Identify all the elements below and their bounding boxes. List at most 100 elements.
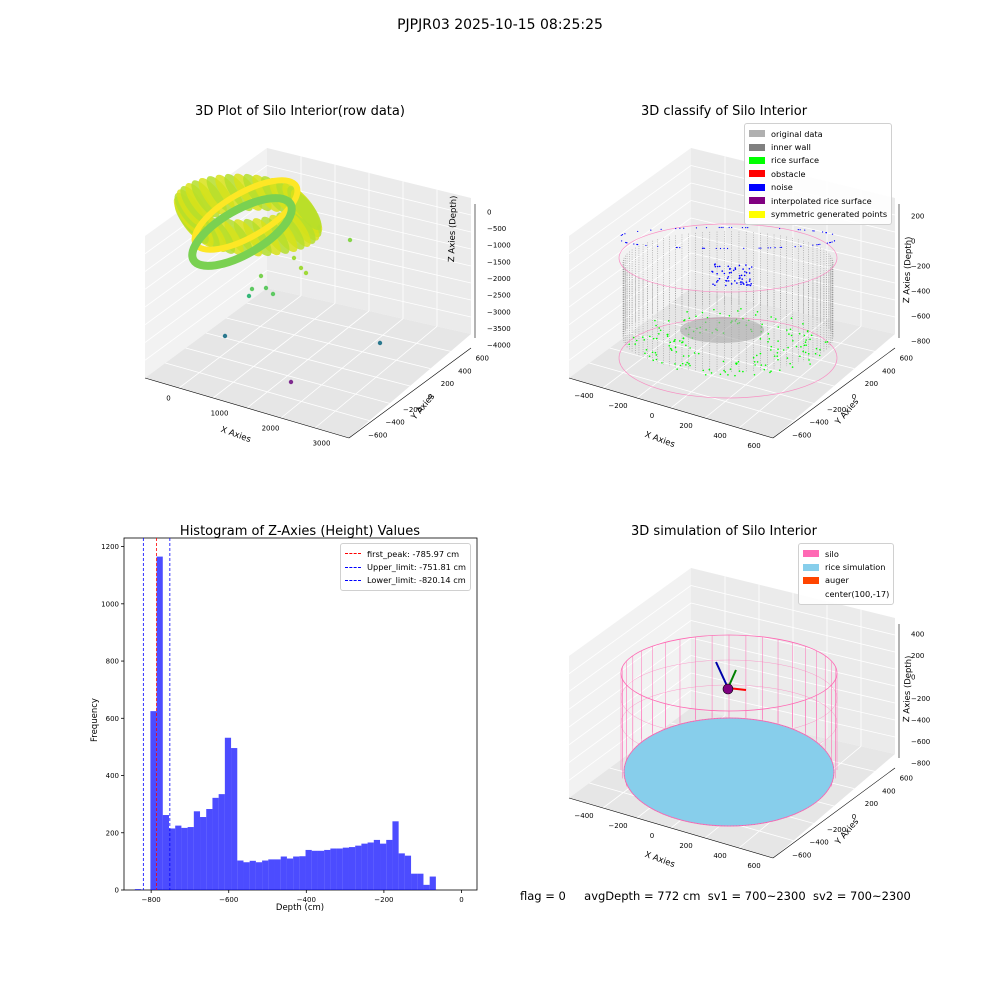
noise-point	[716, 273, 718, 275]
y-tick-label: −600	[792, 852, 811, 860]
outlier-point	[292, 256, 296, 260]
noise-point	[760, 247, 761, 248]
legend-line	[345, 553, 361, 554]
noise-point	[795, 246, 796, 247]
histogram-bar	[392, 821, 398, 890]
rice-surface-point	[792, 340, 794, 342]
legend-label: first_peak: -785.97 cm	[367, 549, 459, 559]
legend-item: original data	[749, 127, 887, 140]
legend-item: interpolated rice surface	[749, 194, 887, 207]
rice-surface-point	[808, 353, 810, 355]
rice-surface-point	[742, 371, 744, 373]
rice-surface-point	[753, 357, 755, 359]
rice-surface-point	[670, 348, 672, 350]
legend-swatch	[749, 184, 765, 191]
rice-surface-point	[769, 372, 771, 374]
rice-surface-point	[736, 362, 738, 364]
legend-line	[345, 567, 361, 568]
noise-point	[747, 227, 748, 228]
rice-surface-point	[761, 364, 763, 366]
rice-surface-point	[788, 333, 790, 335]
rice-surface-point	[815, 353, 817, 355]
rice-surface-point	[802, 323, 804, 325]
x-tick-label: −400	[574, 392, 593, 400]
rice-surface-point	[719, 313, 721, 315]
rice-surface-point	[770, 370, 772, 372]
legend-label: noise	[771, 182, 793, 192]
noise-point	[739, 275, 741, 277]
simulation-3d-axes: −400−20002004006006004002000−200−400−600…	[569, 568, 930, 870]
rice-surface-point	[683, 338, 685, 340]
rice-surface-point	[825, 341, 827, 343]
legend-label: interpolated rice surface	[771, 196, 872, 206]
outlier-point	[259, 274, 263, 278]
rice-surface-point	[787, 357, 789, 359]
noise-point	[780, 247, 781, 248]
rice-surface-point	[634, 343, 636, 345]
noise-point	[734, 280, 736, 282]
legend-item: Lower_limit: -820.14 cm	[345, 574, 466, 587]
rice-surface-point	[655, 325, 657, 327]
y-tick-label: −600	[368, 432, 387, 440]
rice-surface-point	[725, 371, 727, 373]
y-tick-label: −400	[810, 419, 829, 427]
z-tick-label: −600	[911, 738, 930, 746]
rice-surface-point	[694, 352, 696, 354]
x-tick-label: 2000	[262, 425, 280, 433]
sv1-text: sv1 = 700~2300	[708, 889, 806, 903]
rice-surface-point	[709, 369, 711, 371]
rice-surface-point	[702, 370, 704, 372]
outlier-point	[289, 380, 293, 384]
noise-point	[725, 285, 727, 287]
noise-point	[625, 242, 626, 243]
noise-point	[750, 285, 752, 287]
legend-swatch	[803, 577, 819, 584]
noise-point	[751, 266, 753, 268]
legend-label: silo	[825, 549, 839, 559]
rice-surface-point	[683, 320, 685, 322]
rice-surface-point	[698, 353, 700, 355]
rice-surface-point	[768, 338, 770, 340]
x-tick-label: 400	[713, 852, 726, 860]
y-tick-label: 200	[441, 380, 454, 388]
classify-legend: original data inner wall rice surface ob…	[744, 123, 892, 225]
histogram-bar	[361, 844, 367, 890]
rice-surface-point	[668, 320, 670, 322]
x-tick-label: 1000	[211, 410, 229, 418]
z-tick-label: −200	[911, 695, 930, 703]
y-tick-label: −600	[792, 432, 811, 440]
noise-point	[696, 227, 697, 228]
legend-item: silo	[803, 547, 889, 560]
x-tick-label: 0	[650, 832, 654, 840]
noise-point	[719, 266, 721, 268]
noise-point	[626, 242, 627, 243]
noise-point	[716, 248, 717, 249]
z-tick-label: −200	[911, 263, 930, 271]
rice-surface-point	[723, 361, 725, 363]
z-tick-label: −4000	[487, 342, 511, 350]
noise-point	[724, 248, 725, 249]
noise-point	[745, 227, 746, 228]
noise-point	[712, 283, 714, 285]
noise-point	[827, 243, 828, 244]
z-tick-label: −600	[911, 313, 930, 321]
noise-point	[702, 248, 703, 249]
outlier-point	[250, 287, 254, 291]
z-tick-label: −3000	[487, 308, 511, 316]
noise-point	[812, 245, 813, 246]
noise-point	[800, 229, 801, 230]
x-tick-label: 0	[459, 896, 463, 904]
legend-label: auger	[825, 575, 849, 585]
rice-surface-point	[755, 314, 757, 316]
noise-point	[804, 229, 805, 230]
rice-surface-point	[792, 366, 794, 368]
noise-point	[781, 247, 782, 248]
noise-point	[822, 231, 823, 232]
rice-surface-point	[805, 352, 807, 354]
noise-point	[730, 272, 732, 274]
histogram-bar	[355, 846, 361, 890]
histogram-bar	[150, 711, 156, 890]
x-tick-label: −400	[574, 812, 593, 820]
z-tick-label: −3500	[487, 325, 511, 333]
rice-surface-point	[807, 331, 809, 333]
